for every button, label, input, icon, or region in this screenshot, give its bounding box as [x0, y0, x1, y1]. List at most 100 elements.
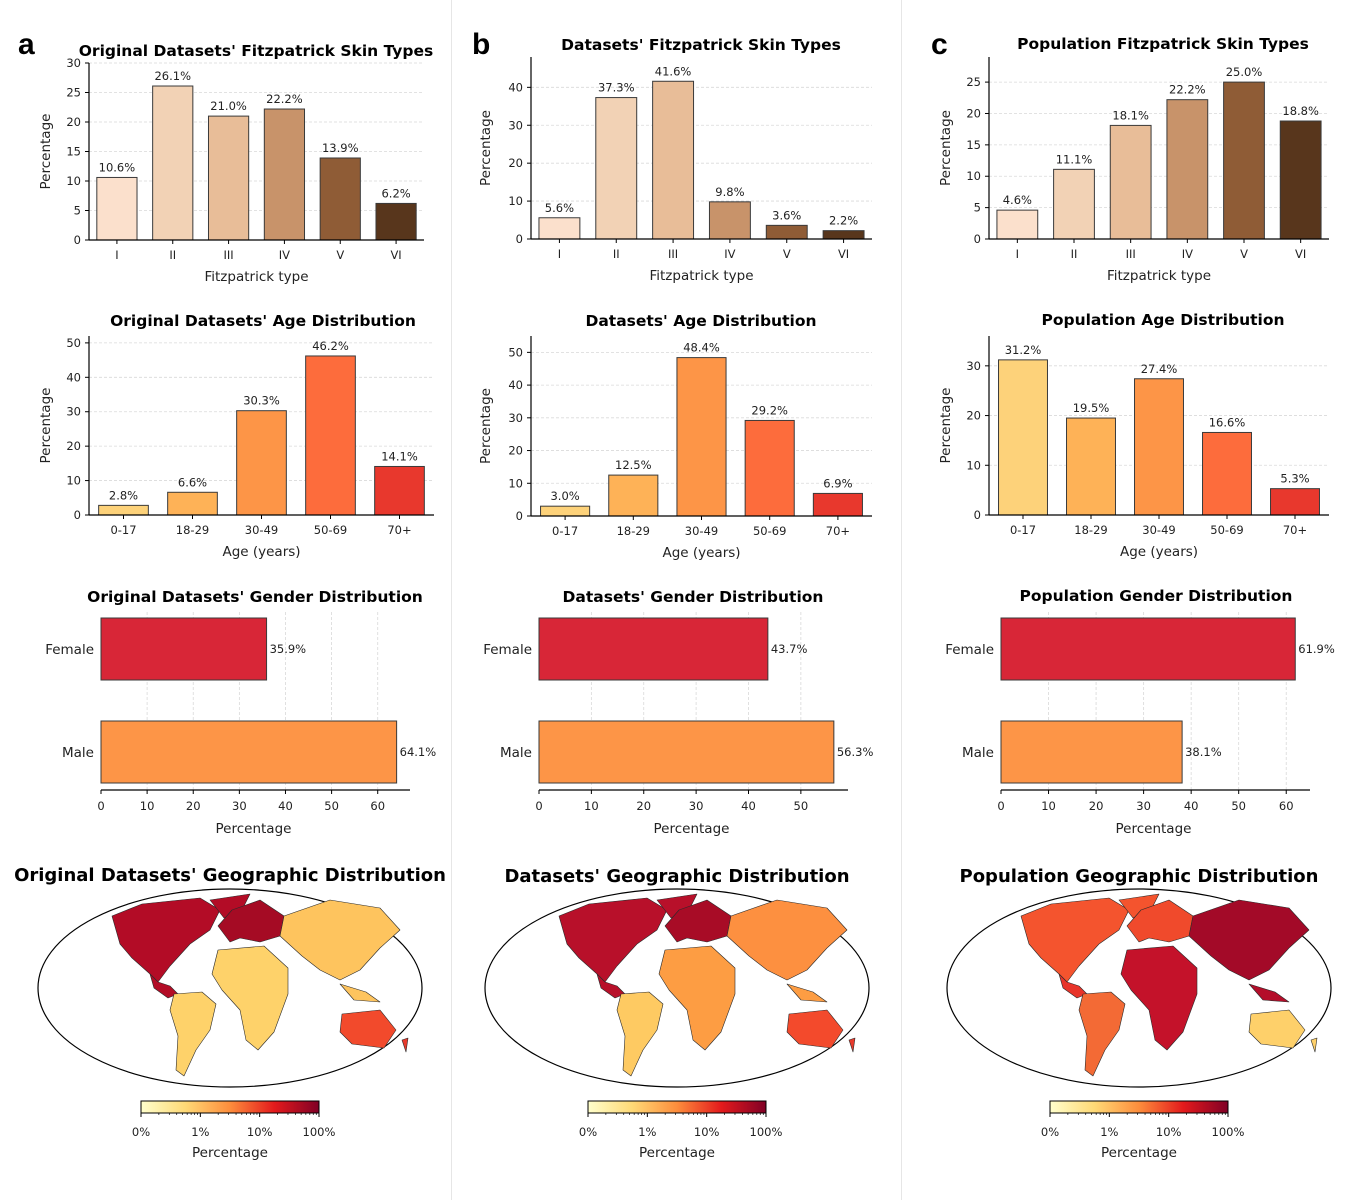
- bar-70+: [374, 465, 425, 516]
- bar-female: [538, 617, 769, 681]
- y-tick-label: 0: [974, 232, 981, 246]
- chart-title: Population Gender Distribution: [1020, 587, 1293, 605]
- y-axis-label: Percentage: [478, 388, 494, 464]
- x-tick-label: V: [336, 248, 344, 262]
- map-title: Original Datasets' Geographic Distributi…: [14, 865, 446, 886]
- region-seAsia: [786, 983, 828, 1003]
- chart-title: Original Datasets' Gender Distribution: [87, 588, 423, 606]
- category-label: Male: [62, 745, 94, 761]
- data-label: 27.4%: [1141, 362, 1178, 376]
- y-tick-label: 25: [966, 75, 981, 89]
- x-tick-label: IV: [724, 247, 735, 261]
- x-tick-label: 10: [140, 799, 155, 813]
- x-tick-label: 20: [636, 799, 651, 813]
- y-tick-label: 10: [66, 474, 81, 488]
- bar-male: [100, 720, 398, 784]
- region-asia: [1188, 899, 1310, 981]
- y-tick-label: 10: [66, 174, 81, 188]
- x-tick-label: II: [613, 247, 620, 261]
- category-label: Female: [45, 642, 94, 658]
- bar-IV: [1166, 99, 1209, 240]
- bar-II: [1053, 168, 1095, 240]
- bar-chart-5: Population Age Distribution 0 10 20 30 31.2% 0…: [938, 311, 1329, 560]
- x-tick-label: 18-29: [176, 523, 209, 537]
- y-tick-label: 30: [66, 56, 81, 70]
- y-tick-label: 5: [74, 204, 81, 218]
- map-continents: [1020, 893, 1318, 1077]
- y-tick-label: 10: [966, 458, 981, 472]
- region-asia: [726, 899, 848, 981]
- data-label: 25.0%: [1226, 65, 1263, 79]
- x-axis-label: Fitzpatrick type: [649, 268, 753, 284]
- chart-title: Population Age Distribution: [1041, 311, 1284, 329]
- region-nz: [848, 1037, 856, 1053]
- data-label: 61.9%: [1298, 642, 1335, 656]
- x-tick-label: II: [169, 248, 176, 262]
- bar-VI: [1279, 120, 1322, 240]
- x-tick-label: 60: [370, 799, 385, 813]
- colorbar-tick-label: 1%: [638, 1125, 656, 1139]
- colorbar-tick-label: 0%: [132, 1125, 150, 1139]
- x-tick-label: 50-69: [314, 523, 347, 537]
- data-label: 3.0%: [550, 489, 579, 503]
- x-tick-label: 70+: [826, 524, 850, 538]
- y-tick-label: 20: [966, 106, 981, 120]
- y-tick-label: 20: [66, 439, 81, 453]
- bar-IV: [708, 201, 751, 240]
- colorbar-bar: [1049, 1100, 1229, 1114]
- chart-title: Original Datasets' Fitzpatrick Skin Type…: [79, 42, 434, 60]
- panel-letter-a: a: [18, 28, 35, 61]
- data-label: 12.5%: [615, 458, 652, 472]
- data-label: 29.2%: [751, 403, 788, 417]
- chart-title: Datasets' Gender Distribution: [563, 588, 824, 606]
- x-tick-label: 18-29: [1074, 523, 1107, 537]
- data-label: 6.9%: [823, 476, 852, 490]
- bar-18-29: [167, 491, 218, 516]
- bar-70+: [812, 492, 863, 517]
- region-nz: [1310, 1037, 1318, 1053]
- map-continents: [111, 893, 409, 1077]
- category-label: Male: [962, 745, 994, 761]
- bar-V: [319, 157, 361, 241]
- geo-map-1: Datasets' Geographic Distribution: [484, 866, 870, 1088]
- colorbar-tick-label: 0%: [1041, 1125, 1059, 1139]
- y-tick-label: 20: [66, 115, 81, 129]
- x-axis-label: Age (years): [222, 544, 300, 560]
- data-label: 64.1%: [400, 745, 437, 759]
- x-tick-label: 40: [1184, 799, 1199, 813]
- bar-III: [207, 115, 250, 241]
- region-australia: [1248, 1009, 1306, 1049]
- bar-III: [1109, 124, 1152, 240]
- x-tick-label: I: [115, 248, 118, 262]
- x-tick-label: 20: [1089, 799, 1104, 813]
- x-tick-label: 60: [1279, 799, 1294, 813]
- x-tick-label: 30: [1136, 799, 1151, 813]
- category-label: Female: [945, 642, 994, 658]
- data-label: 56.3%: [837, 745, 874, 759]
- x-tick-label: 0-17: [1010, 523, 1036, 537]
- data-label: 5.6%: [545, 201, 574, 215]
- y-tick-label: 5: [974, 201, 981, 215]
- bar-I: [538, 217, 581, 240]
- panel-letter-c: c: [931, 28, 948, 61]
- bar-I: [996, 209, 1039, 240]
- bar-chart-4: Datasets' Age Distribution 0 10 20 30 40 50 3.0…: [478, 312, 872, 561]
- x-tick-label: III: [668, 247, 678, 261]
- y-tick-label: 0: [516, 509, 523, 523]
- bar-30-49: [676, 357, 727, 517]
- y-tick-label: 10: [508, 194, 523, 208]
- gender-chart-0: Original Datasets' Gender Distribution 0 1…: [45, 588, 436, 837]
- x-tick-label: 0: [535, 799, 542, 813]
- geo-map-0: Original Datasets' Geographic Distributi…: [14, 865, 446, 1088]
- y-tick-label: 30: [508, 411, 523, 425]
- x-axis-label: Fitzpatrick type: [1107, 268, 1211, 284]
- data-label: 41.6%: [655, 64, 692, 78]
- bar-18-29: [608, 474, 659, 517]
- bar-30-49: [236, 410, 287, 516]
- chart-title: Datasets' Fitzpatrick Skin Types: [561, 36, 841, 54]
- data-label: 37.3%: [598, 81, 635, 95]
- x-tick-label: VI: [1295, 247, 1306, 261]
- y-tick-label: 50: [508, 345, 523, 359]
- geo-map-2: Population Geographic Distribution: [946, 866, 1332, 1088]
- data-label: 2.8%: [109, 488, 138, 502]
